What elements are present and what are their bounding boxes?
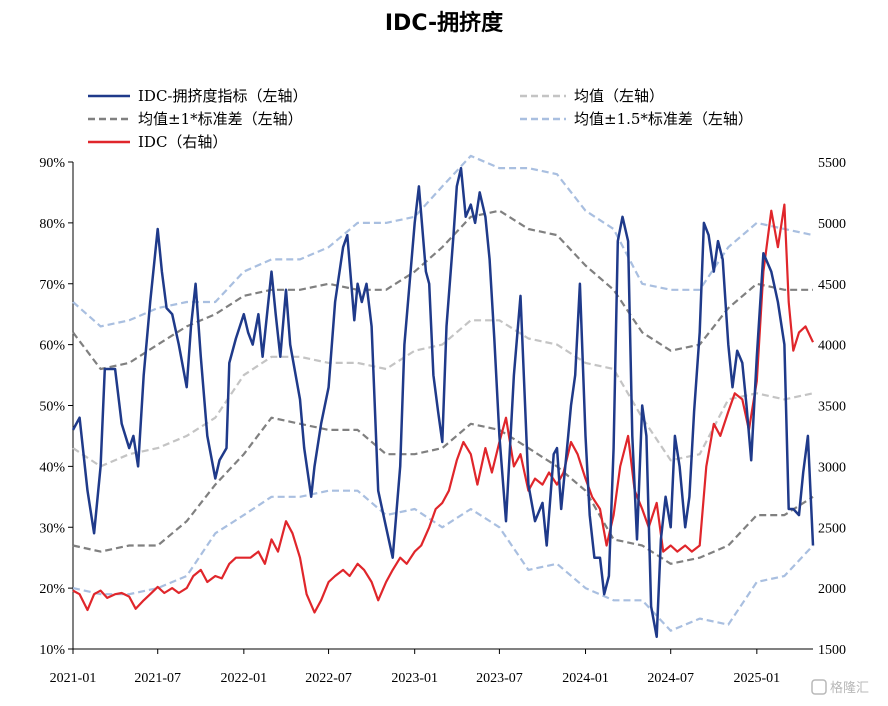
- left-tick-label: 40%: [39, 460, 65, 475]
- x-tick-label: 2024-01: [562, 671, 609, 686]
- legend-item-mean-1-5std: 均值±1.5*标准差（左轴）: [520, 110, 753, 128]
- mean-minus-1std-line: [72, 416, 814, 565]
- x-tick-label: 2024-07: [647, 671, 694, 686]
- x-tick-label: 2023-01: [391, 671, 438, 686]
- right-tick-label: 2000: [818, 582, 846, 597]
- watermark-text: 格隆汇: [830, 680, 869, 696]
- legend-label: IDC（右轴）: [138, 133, 227, 151]
- legend-item-idc-price: IDC（右轴）: [88, 133, 227, 151]
- right-tick-label: 2500: [818, 521, 846, 536]
- legend-item-idc-crowding: IDC-拥挤度指标（左轴）: [88, 87, 308, 105]
- chart-title: IDC-拥挤度: [385, 10, 504, 36]
- legend-item-mean: 均值（左轴）: [520, 87, 664, 105]
- legend-label: 均值（左轴）: [574, 87, 664, 105]
- x-tick-label: 2022-07: [305, 671, 352, 686]
- left-tick-label: 70%: [39, 278, 65, 293]
- x-tick-label: 2021-01: [50, 671, 97, 686]
- left-tick-label: 60%: [39, 339, 65, 354]
- right-tick-label: 5500: [818, 156, 846, 171]
- right-axis-ticks: 5500 5000 4500 4000 3500 3000 2500 2000 1500: [818, 156, 846, 658]
- right-tick-label: 5000: [818, 217, 846, 232]
- mean-minus-1-5std-line: [72, 489, 814, 632]
- x-tick-label: 2023-07: [476, 671, 523, 686]
- idc-price-line: [72, 203, 814, 614]
- right-tick-label: 1500: [818, 643, 846, 658]
- right-tick-label: 3000: [818, 460, 846, 475]
- left-tick-label: 80%: [39, 217, 65, 232]
- idc-crowding-line: [71, 166, 815, 639]
- left-tick-label: 30%: [39, 521, 65, 536]
- left-tick-label: 90%: [39, 156, 65, 171]
- x-tick-label: 2022-01: [221, 671, 268, 686]
- right-tick-label: 4000: [818, 339, 846, 354]
- mean-plus-1std-line: [72, 209, 813, 371]
- right-tick-label: 4500: [818, 278, 846, 293]
- legend-label: IDC-拥挤度指标（左轴）: [138, 87, 308, 105]
- right-tick-label: 3500: [818, 400, 846, 415]
- left-axis-ticks: 90% 80% 70% 60% 50% 40% 30% 20% 10%: [39, 156, 73, 658]
- x-tick-label: 2021-07: [134, 671, 181, 686]
- left-tick-label: 20%: [39, 582, 65, 597]
- legend-label: 均值±1.5*标准差（左轴）: [574, 110, 753, 128]
- legend: IDC-拥挤度指标（左轴） 均值（左轴） 均值±1*标准差（左轴） 均值±1.5…: [88, 87, 753, 151]
- legend-label: 均值±1*标准差（左轴）: [138, 110, 303, 128]
- mean-line: [72, 319, 814, 468]
- legend-item-mean-1std: 均值±1*标准差（左轴）: [88, 110, 303, 128]
- left-tick-label: 50%: [39, 400, 65, 415]
- watermark-logo-icon: [811, 679, 827, 695]
- series-layer: [71, 154, 815, 639]
- x-tick-label: 2025-01: [733, 671, 780, 686]
- watermark: 格隆汇: [811, 679, 869, 696]
- x-axis-ticks: 2021-01 2021-07 2022-01 2022-07 2023-01 2023-…: [50, 649, 780, 686]
- left-tick-label: 10%: [39, 643, 65, 658]
